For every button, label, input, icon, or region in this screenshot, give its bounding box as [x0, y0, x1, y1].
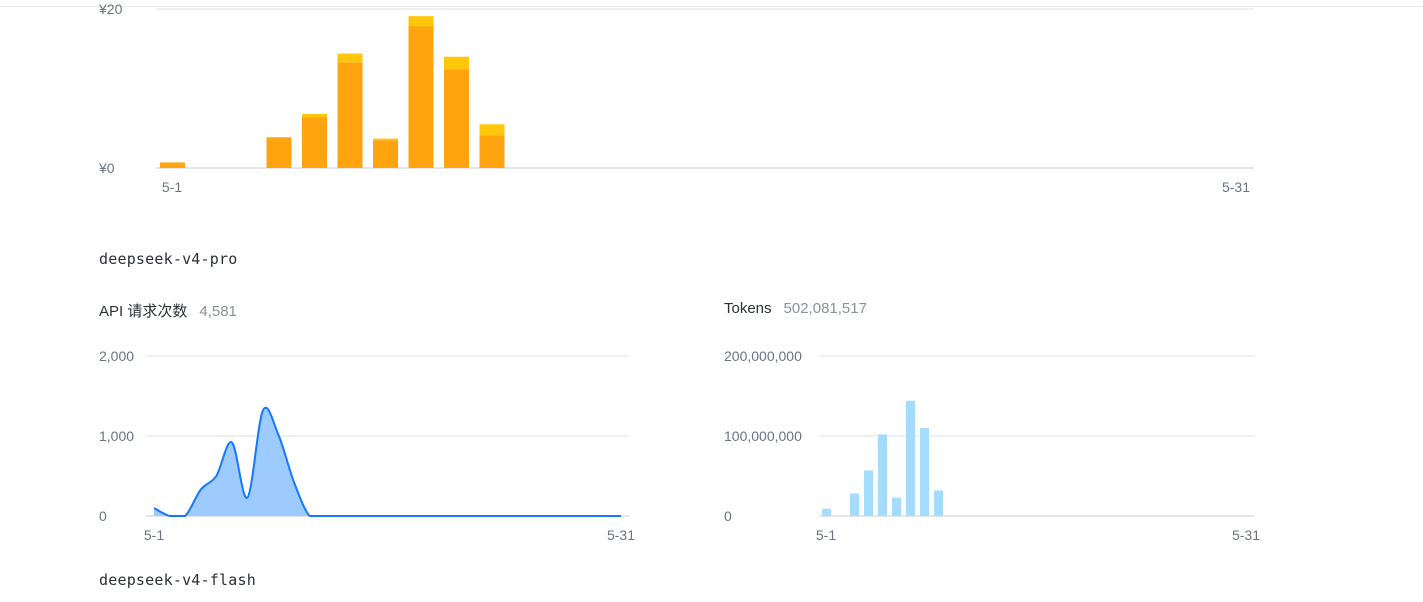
tokens-bar — [892, 497, 901, 516]
cost-bar — [266, 137, 292, 168]
cost-bar-segment — [266, 136, 292, 138]
requests-x-tick: 5-1 — [144, 527, 164, 543]
tokens-y-tick: 200,000,000 — [724, 348, 802, 364]
top-divider — [0, 6, 1423, 7]
tokens-bar — [934, 490, 943, 516]
tokens-bar — [822, 508, 831, 516]
requests-y-tick: 0 — [99, 508, 107, 524]
cost-bar-chart: ¥0 ¥20 5-1 5-31 — [98, 1, 1254, 195]
requests-area-chart: 0 1,000 2,000 5-1 5-31 — [99, 348, 635, 543]
cost-bar-segment — [373, 138, 398, 141]
cost-x-tick: 5-1 — [162, 179, 182, 195]
cost-x-tick: 5-31 — [1222, 179, 1250, 195]
requests-stat: API 请求次数 4,581 — [99, 300, 237, 321]
cost-bar-segment — [479, 124, 505, 136]
tokens-stat: Tokens 502,081,517 — [724, 300, 867, 317]
cost-bar — [302, 117, 327, 168]
tokens-x-tick: 5-1 — [816, 527, 836, 543]
requests-line — [153, 406, 621, 517]
requests-x-tick: 5-31 — [607, 527, 635, 543]
cost-bar — [408, 26, 434, 168]
tokens-total: 502,081,517 — [783, 300, 867, 317]
cost-bar-segment — [302, 113, 327, 118]
cost-y-tick: ¥0 — [98, 160, 115, 176]
tokens-bar — [920, 428, 929, 516]
tokens-x-tick: 5-31 — [1232, 527, 1260, 543]
cost-bar-segment — [444, 56, 469, 70]
tokens-bar-chart: 0 100,000,000 200,000,000 5-1 5-31 — [724, 348, 1260, 543]
cost-bar-segment — [408, 16, 434, 27]
cost-bar-segment — [337, 53, 363, 63]
cost-y-tick: ¥20 — [98, 1, 123, 17]
cost-bar — [373, 140, 398, 168]
tokens-bar — [878, 434, 887, 516]
tokens-y-tick: 100,000,000 — [724, 428, 802, 444]
tokens-label: Tokens — [724, 300, 772, 317]
model-name-pro: deepseek-v4-pro — [99, 250, 238, 268]
model-name-flash: deepseek-v4-flash — [99, 571, 256, 589]
tokens-bar — [906, 400, 915, 516]
cost-bar — [444, 69, 469, 168]
cost-bar — [337, 62, 363, 168]
cost-bar — [160, 162, 185, 168]
cost-bar — [479, 135, 505, 168]
tokens-y-tick: 0 — [724, 508, 732, 524]
requests-area — [154, 407, 621, 516]
requests-y-tick: 1,000 — [99, 428, 134, 444]
tokens-bar — [850, 493, 859, 516]
requests-total: 4,581 — [199, 303, 237, 320]
requests-label: API 请求次数 — [99, 303, 188, 320]
requests-y-tick: 2,000 — [99, 348, 134, 364]
tokens-bar — [864, 470, 873, 516]
